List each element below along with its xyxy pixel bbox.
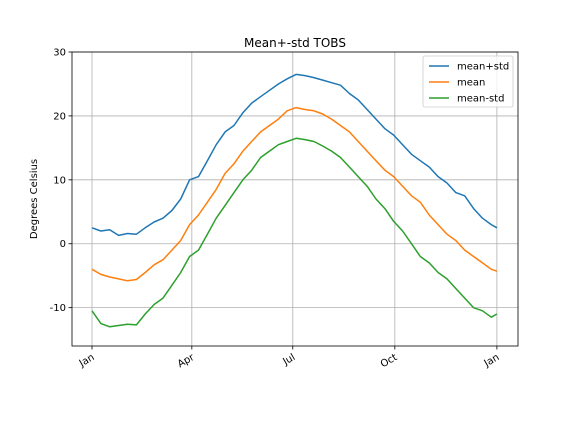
chart-title: Mean+-std TOBS xyxy=(244,36,346,50)
series-line-mean-std xyxy=(91,137,498,328)
plot-frame xyxy=(71,51,519,347)
y-axis: -10 0 10 20 30 xyxy=(50,48,72,314)
legend: mean+std mean mean-std xyxy=(422,55,514,108)
legend-box xyxy=(422,55,514,108)
y-tick-label: 20 xyxy=(53,111,66,122)
x-tick-label: Jan xyxy=(77,352,97,370)
series-line-mean+std xyxy=(91,73,498,237)
y-tick-label: -10 xyxy=(50,303,66,314)
y-tick-label: 30 xyxy=(53,48,66,59)
x-axis: Jan Apr Jul Oct Jan xyxy=(77,346,502,371)
legend-label: mean+std xyxy=(457,62,509,73)
y-tick-label: 0 xyxy=(60,239,66,250)
y-axis-label: Degrees Celsius xyxy=(29,159,40,239)
x-tick-label: Oct xyxy=(379,352,400,370)
x-tick-label: Jul xyxy=(280,352,297,368)
x-tick-label: Jan xyxy=(482,352,502,370)
x-tick-label: Apr xyxy=(176,352,197,371)
legend-label: mean xyxy=(457,78,485,89)
series-lines xyxy=(91,73,498,328)
legend-label: mean-std xyxy=(457,94,504,105)
series-line-mean xyxy=(91,106,498,282)
y-tick-label: 10 xyxy=(53,175,66,186)
